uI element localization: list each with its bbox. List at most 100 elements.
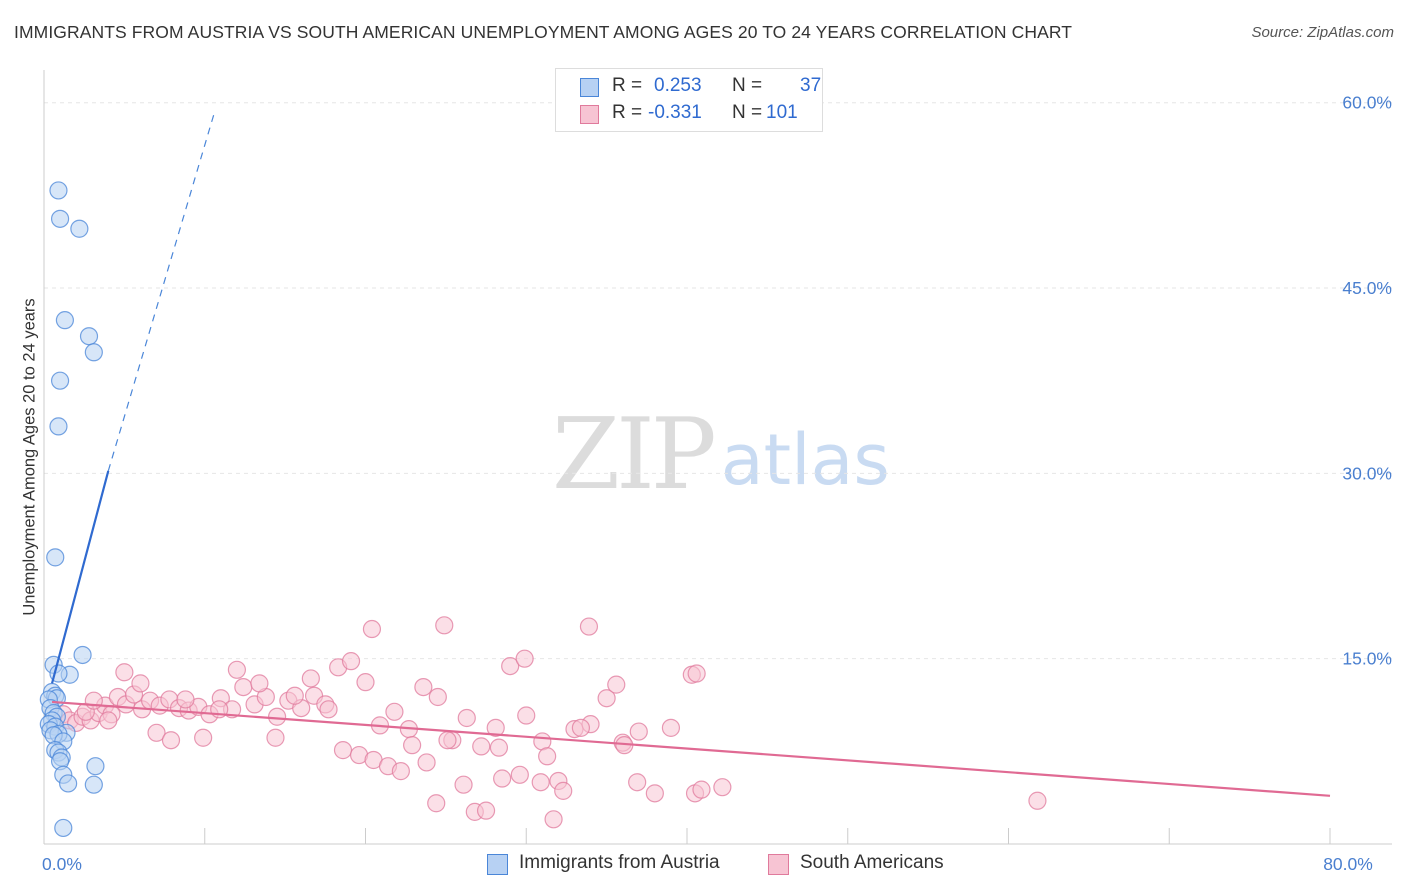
south-americans-point[interactable] xyxy=(266,728,285,747)
south-americans-point[interactable] xyxy=(517,706,536,725)
south-americans-point[interactable] xyxy=(356,673,375,692)
south-americans-point[interactable] xyxy=(403,736,422,755)
legend-r-label: R = xyxy=(612,75,643,96)
bottom-legend-swatch-austria xyxy=(487,854,508,875)
south-americans-point[interactable] xyxy=(645,784,664,803)
legend-n-value: 37 xyxy=(800,75,822,96)
south-americans-point[interactable] xyxy=(414,677,433,697)
south-americans-point[interactable] xyxy=(234,677,253,697)
south-americans-point[interactable] xyxy=(454,775,473,794)
south-americans-point[interactable] xyxy=(628,773,647,792)
south-americans-point[interactable] xyxy=(457,708,476,728)
x-tick-label: 0.0% xyxy=(42,854,82,874)
south-americans-point[interactable] xyxy=(571,718,591,737)
y-tick-label: 60.0% xyxy=(1342,93,1392,113)
trend-lines xyxy=(50,112,1331,797)
austria-point[interactable] xyxy=(49,181,68,200)
south-americans-point[interactable] xyxy=(227,660,246,679)
bottom-legend-label-south-americans: South Americans xyxy=(800,852,944,873)
austria-point[interactable] xyxy=(79,327,99,346)
austria-point[interactable] xyxy=(59,774,78,793)
south-americans-point[interactable] xyxy=(713,778,732,797)
austria-point[interactable] xyxy=(50,209,70,228)
y-tick-label: 30.0% xyxy=(1342,463,1392,483)
south-americans-point[interactable] xyxy=(515,649,534,668)
austria-trend-extension xyxy=(107,112,215,472)
south-americans-point[interactable] xyxy=(1028,791,1047,810)
south-americans-point[interactable] xyxy=(692,780,711,799)
austria-point[interactable] xyxy=(70,219,89,238)
south-americans-point[interactable] xyxy=(687,664,706,683)
legend-r-value: -0.331 xyxy=(648,102,702,123)
south-americans-point[interactable] xyxy=(501,656,520,676)
south-americans-point[interactable] xyxy=(391,762,410,781)
source-label[interactable]: Source: ZipAtlas.com xyxy=(1251,24,1394,41)
x-tick-label: 80.0% xyxy=(1323,854,1373,874)
correlation-legend: R = 0.253 N = 37 R = -0.331 N = 101 xyxy=(555,68,823,132)
austria-trend-line xyxy=(50,470,110,684)
south-americans-point[interactable] xyxy=(493,769,512,788)
south-americans-point[interactable] xyxy=(194,728,213,747)
south-americans-point[interactable] xyxy=(250,674,269,693)
south-americans-point[interactable] xyxy=(472,737,491,756)
south-americans-point[interactable] xyxy=(428,687,447,707)
south-americans-point[interactable] xyxy=(161,731,181,750)
austria-point[interactable] xyxy=(49,417,68,436)
south-americans-point[interactable] xyxy=(362,619,382,639)
legend-n-label: N = xyxy=(732,102,763,123)
austria-point[interactable] xyxy=(73,645,92,665)
south-americans-point[interactable] xyxy=(99,711,118,730)
austria-point[interactable] xyxy=(46,548,65,567)
south-americans-point[interactable] xyxy=(84,691,103,710)
x-tick-labels: 0.0% 80.0% xyxy=(42,854,1373,874)
south-americans-point[interactable] xyxy=(486,718,505,737)
south-americans-point[interactable] xyxy=(267,707,287,726)
legend-r-value: 0.253 xyxy=(654,75,702,96)
south-americans-point[interactable] xyxy=(285,686,304,705)
south-americans-point[interactable] xyxy=(476,801,496,820)
bottom-legend-swatch-south-americans xyxy=(768,854,789,875)
south-americans-point[interactable] xyxy=(435,616,454,635)
south-americans-point[interactable] xyxy=(319,700,338,719)
legend-n-label: N = xyxy=(732,75,763,96)
south-americans-point[interactable] xyxy=(538,747,557,766)
south-americans-point[interactable] xyxy=(554,781,573,800)
y-tick-label: 15.0% xyxy=(1342,649,1392,669)
south-americans-point[interactable] xyxy=(438,731,457,750)
south-americans-point[interactable] xyxy=(579,617,599,636)
south-americans-point[interactable] xyxy=(629,722,648,741)
south-americans-point[interactable] xyxy=(301,669,320,688)
axes xyxy=(43,70,1392,845)
legend-n-value: 101 xyxy=(766,102,798,123)
south-americans-point[interactable] xyxy=(427,794,446,813)
south-americans-point[interactable] xyxy=(341,652,361,671)
south-americans-point[interactable] xyxy=(489,738,509,757)
austria-point[interactable] xyxy=(54,818,73,838)
austria-point[interactable] xyxy=(84,775,103,794)
south-americans-point[interactable] xyxy=(147,723,166,742)
south-americans-point[interactable] xyxy=(333,741,353,760)
x-ticks xyxy=(204,828,1331,844)
south-americans-point[interactable] xyxy=(597,689,616,708)
austria-point[interactable] xyxy=(84,343,103,362)
south-americans-point[interactable] xyxy=(607,675,626,694)
legend-swatch-austria xyxy=(580,78,599,97)
south-americans-point[interactable] xyxy=(115,663,134,682)
austria-point[interactable] xyxy=(50,371,70,390)
watermark-zip: ZIP xyxy=(552,398,717,512)
grid xyxy=(44,102,1392,660)
south-americans-point[interactable] xyxy=(661,718,681,737)
south-americans-point[interactable] xyxy=(131,674,150,693)
south-americans-point[interactable] xyxy=(176,690,195,709)
chart-title: IMMIGRANTS FROM AUSTRIA VS SOUTH AMERICA… xyxy=(14,22,1073,42)
south-americans-point[interactable] xyxy=(417,753,436,772)
south-americans-point[interactable] xyxy=(385,702,404,721)
south-americans-point[interactable] xyxy=(544,810,563,829)
south-americans-point[interactable] xyxy=(510,765,529,784)
bottom-legend-label-austria: Immigrants from Austria xyxy=(519,852,720,873)
austria-point[interactable] xyxy=(55,311,74,330)
austria-point[interactable] xyxy=(86,757,105,776)
south-americans-points xyxy=(54,616,1047,829)
south-americans-point[interactable] xyxy=(531,773,550,792)
